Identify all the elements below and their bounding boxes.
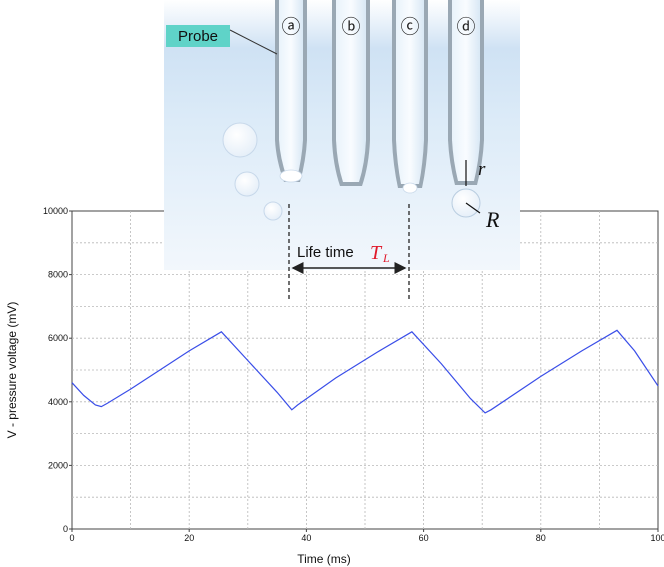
probe-d <box>448 0 484 218</box>
y-tick-label: 4000 <box>48 397 68 407</box>
probe-diagram-inset: ⓐ ⓑ ⓒ ⓓ Probe r R Life time T L <box>164 0 520 300</box>
bubble-large <box>222 122 258 158</box>
probe-c <box>392 0 428 194</box>
bubble-medium <box>234 171 260 197</box>
y-tick-label: 2000 <box>48 460 68 470</box>
x-tick-label: 60 <box>419 533 429 543</box>
tip-label-d: ⓓ <box>456 16 475 38</box>
probe-b <box>332 0 370 186</box>
x-axis-label: Time (ms) <box>297 552 351 566</box>
x-tick-labels: 0 20 40 60 80 100 <box>69 529 664 543</box>
y-tick-label: 0 <box>63 524 68 534</box>
lifetime-label: Life time <box>297 244 354 261</box>
y-tick-labels: 0 2000 4000 6000 8000 10000 <box>43 206 72 534</box>
lifetime-symbol: T <box>370 242 383 264</box>
x-tick-label: 40 <box>301 533 311 543</box>
y-tick-label: 8000 <box>48 270 68 280</box>
tip-label-b: ⓑ <box>341 16 360 38</box>
voltage-series-line <box>71 329 659 414</box>
tip-label-a: ⓐ <box>281 16 300 38</box>
y-tick-label: 10000 <box>43 206 68 216</box>
probe-a <box>275 0 307 183</box>
radius-R-label: R <box>485 207 500 232</box>
bubble-small <box>263 201 283 221</box>
probe-a-bubble <box>279 169 303 183</box>
lifetime-subscript: L <box>382 251 390 265</box>
probe-label: Probe <box>178 28 218 45</box>
radius-r-label: r <box>478 159 486 180</box>
probe-label-box <box>166 25 230 47</box>
radius-R-line <box>465 202 481 214</box>
x-tick-label: 20 <box>184 533 194 543</box>
x-tick-label: 80 <box>536 533 546 543</box>
y-tick-label: 6000 <box>48 333 68 343</box>
y-axis-label: V - pressure voltage (mV) <box>5 302 19 439</box>
probe-c-bubble <box>402 182 418 194</box>
probe-leader-line <box>229 29 278 55</box>
tip-label-c: ⓒ <box>400 16 419 38</box>
x-tick-label: 100 <box>650 533 664 543</box>
x-tick-label: 0 <box>69 533 74 543</box>
